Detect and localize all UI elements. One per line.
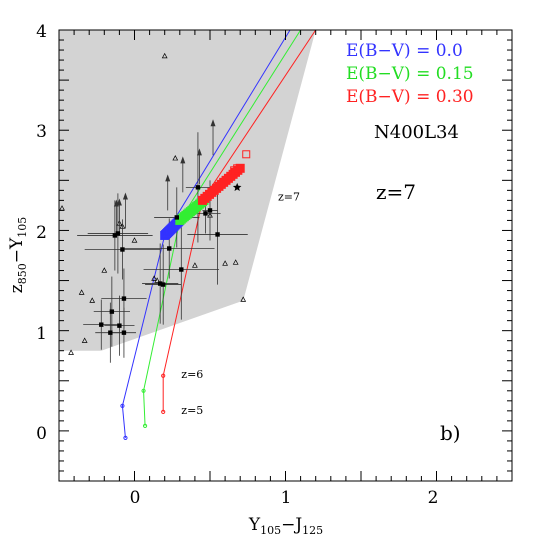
legend-entry-1: E(B−V) = 0.15 xyxy=(346,64,474,84)
track-point xyxy=(142,423,148,428)
candidate-point xyxy=(109,309,115,314)
candidate-point xyxy=(112,233,118,238)
selection-region xyxy=(59,30,316,351)
open-square-markers xyxy=(230,150,251,175)
panel-label: b) xyxy=(440,421,461,445)
candidate-point xyxy=(99,322,104,327)
field-label: N400L34 xyxy=(374,122,459,143)
limit-arrow-head xyxy=(180,156,186,164)
candidate-point xyxy=(179,267,184,272)
redshift-label: z=7 xyxy=(376,180,416,204)
y-tick-label-0: 0 xyxy=(36,424,47,444)
triangle-marker xyxy=(161,52,168,59)
axis-ticks xyxy=(58,29,513,482)
track-line-2 xyxy=(162,30,317,412)
y-tick-label-1: 1 xyxy=(36,324,47,344)
limit-arrow-head xyxy=(210,119,216,127)
y-axis-title: z850−Y105 xyxy=(7,217,29,293)
triangle-marker xyxy=(131,237,138,243)
candidate-points xyxy=(99,182,242,335)
candidate-point xyxy=(117,323,122,328)
candidate-point xyxy=(121,296,127,301)
candidate-point xyxy=(174,215,179,220)
candidate-point xyxy=(115,231,121,236)
triangle-marker xyxy=(192,262,198,268)
triangle-marker xyxy=(151,275,158,281)
legend-entry-2: E(B−V) = 0.30 xyxy=(346,87,474,107)
triangle-marker xyxy=(240,296,247,302)
candidate-point xyxy=(157,281,163,286)
open-square-marker xyxy=(233,164,242,173)
candidate-point xyxy=(160,282,166,287)
triangle-marker xyxy=(222,260,228,266)
track-point xyxy=(161,409,166,414)
x-axis-title: Y105−J125 xyxy=(248,515,323,537)
candidate-point xyxy=(215,232,220,237)
triangle-marker xyxy=(68,349,74,355)
limit-arrow-head xyxy=(165,174,171,182)
lower-limit-arrows xyxy=(113,119,216,236)
track-label-z7: z=7 xyxy=(278,190,300,203)
candidate-point xyxy=(167,246,172,251)
model-tracks xyxy=(120,30,317,441)
plot-region xyxy=(59,30,317,441)
limit-arrow-head xyxy=(116,198,122,206)
legend: E(B−V) = 0.0 E(B−V) = 0.15 E(B−V) = 0.30 xyxy=(346,41,474,107)
limit-arrow-head xyxy=(196,148,202,156)
model-clusters xyxy=(160,163,245,240)
candidate-point xyxy=(203,211,208,216)
track-label-z5: z=5 xyxy=(181,404,203,417)
triangle-marker xyxy=(89,297,96,303)
candidate-point xyxy=(120,247,125,252)
triangle-marker xyxy=(172,155,179,161)
candidate-point xyxy=(207,208,213,213)
triangle-marker xyxy=(232,259,239,265)
triangle-marker xyxy=(81,337,88,343)
y-tick-label-4: 4 xyxy=(36,22,47,42)
track-point xyxy=(123,435,128,441)
track-point xyxy=(141,388,146,393)
x-tick-label-0: 0 xyxy=(130,488,141,508)
y-tick-label-3: 3 xyxy=(36,122,47,142)
candidate-point xyxy=(195,185,201,190)
track-line-0 xyxy=(121,30,291,438)
legend-entry-0: E(B−V) = 0.0 xyxy=(346,41,463,61)
candidate-point xyxy=(108,330,113,335)
y-tick-label-2: 2 xyxy=(36,223,47,243)
x-tick-label-2: 2 xyxy=(428,488,439,508)
track-line-1 xyxy=(143,30,302,426)
track-point xyxy=(161,373,166,378)
limit-arrow-head xyxy=(122,192,128,200)
star-marker xyxy=(232,182,242,191)
triangle-marker xyxy=(154,277,161,283)
x-tick-label-1: 1 xyxy=(281,488,292,508)
track-point xyxy=(120,403,125,408)
triangle-marker xyxy=(78,289,85,295)
track-label-z6: z=6 xyxy=(181,368,203,381)
open-square-marker xyxy=(242,150,251,159)
triangle-marker xyxy=(101,267,108,273)
candidate-point xyxy=(121,330,127,335)
